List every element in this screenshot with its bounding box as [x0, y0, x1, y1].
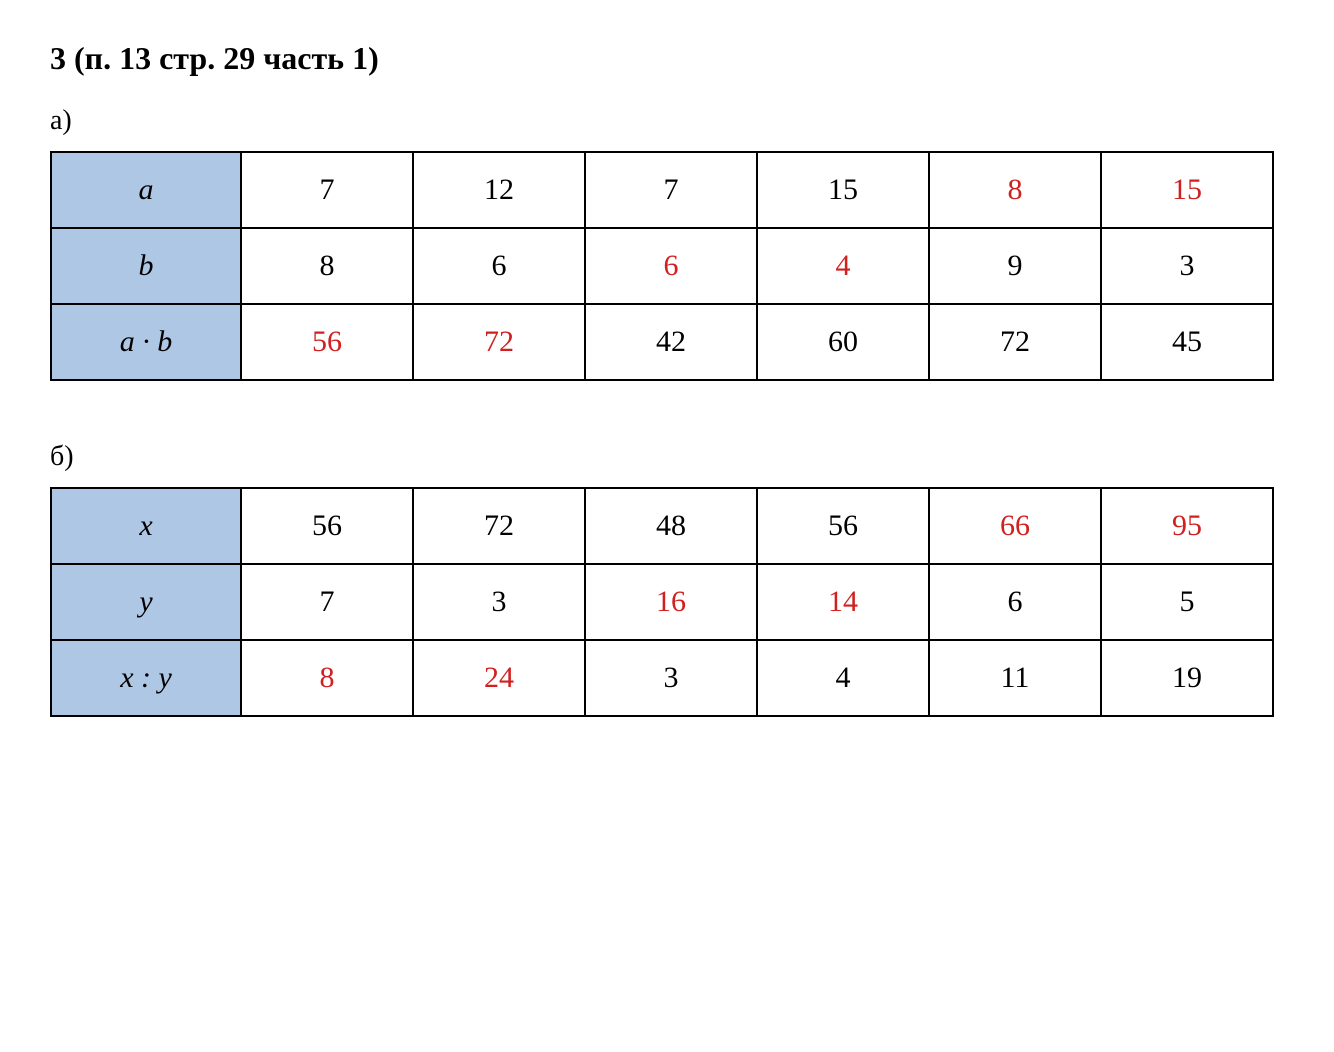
cell-value: 42	[656, 325, 686, 358]
row-header-label: a · b	[120, 325, 173, 358]
cell-value: 19	[1172, 661, 1202, 694]
row-header-label: a	[139, 173, 154, 206]
cell-value: 72	[484, 325, 514, 358]
cell-value: 56	[828, 509, 858, 542]
cell-value: 60	[828, 325, 858, 358]
cell: 9	[929, 228, 1101, 304]
cell: 95	[1101, 488, 1273, 564]
row-header-a: a	[51, 152, 241, 228]
page-title: 3 (п. 13 стр. 29 часть 1)	[50, 40, 1284, 77]
cell: 16	[585, 564, 757, 640]
cell-value: 5	[1180, 585, 1195, 618]
cell: 4	[757, 228, 929, 304]
cell: 14	[757, 564, 929, 640]
cell-value: 45	[1172, 325, 1202, 358]
cell: 3	[1101, 228, 1273, 304]
cell: 66	[929, 488, 1101, 564]
cell-value: 24	[484, 661, 514, 694]
cell: 15	[757, 152, 929, 228]
cell-value: 15	[828, 173, 858, 206]
cell: 45	[1101, 304, 1273, 380]
cell: 60	[757, 304, 929, 380]
cell-value: 6	[492, 249, 507, 282]
cell-value: 7	[320, 585, 335, 618]
cell-value: 48	[656, 509, 686, 542]
cell: 19	[1101, 640, 1273, 716]
cell-value: 72	[484, 509, 514, 542]
cell: 7	[241, 564, 413, 640]
cell: 8	[929, 152, 1101, 228]
cell-value: 66	[1000, 509, 1030, 542]
cell-value: 7	[664, 173, 679, 206]
cell-value: 72	[1000, 325, 1030, 358]
cell-value: 56	[312, 325, 342, 358]
section-a-label: а)	[50, 105, 1284, 137]
row-header-y: y	[51, 564, 241, 640]
cell: 6	[929, 564, 1101, 640]
cell: 8	[241, 640, 413, 716]
cell: 6	[413, 228, 585, 304]
cell-value: 8	[320, 661, 335, 694]
cell-value: 3	[492, 585, 507, 618]
cell-value: 6	[1008, 585, 1023, 618]
cell: 56	[757, 488, 929, 564]
cell: 5	[1101, 564, 1273, 640]
cell: 42	[585, 304, 757, 380]
cell: 3	[585, 640, 757, 716]
cell: 15	[1101, 152, 1273, 228]
cell: 3	[413, 564, 585, 640]
cell-value: 7	[320, 173, 335, 206]
row-header-ab: a · b	[51, 304, 241, 380]
cell-value: 12	[484, 173, 514, 206]
table-b: x 56 72 48 56 66 95 y 7 3 16 14 6 5 x : …	[50, 487, 1274, 717]
cell-value: 3	[664, 661, 679, 694]
cell-value: 8	[1008, 173, 1023, 206]
cell-value: 3	[1180, 249, 1195, 282]
table-row: x : y 8 24 3 4 11 19	[51, 640, 1273, 716]
cell: 6	[585, 228, 757, 304]
row-header-b: b	[51, 228, 241, 304]
cell-value: 14	[828, 585, 858, 618]
table-row: b 8 6 6 4 9 3	[51, 228, 1273, 304]
table-a: a 7 12 7 15 8 15 b 8 6 6 4 9 3 a · b 56 …	[50, 151, 1274, 381]
cell: 72	[929, 304, 1101, 380]
row-header-label: b	[139, 249, 154, 282]
cell-value: 6	[664, 249, 679, 282]
cell: 8	[241, 228, 413, 304]
row-header-x: x	[51, 488, 241, 564]
cell-value: 95	[1172, 509, 1202, 542]
row-header-label: y	[139, 585, 152, 618]
table-row: x 56 72 48 56 66 95	[51, 488, 1273, 564]
row-header-label: x	[139, 509, 152, 542]
cell-value: 9	[1008, 249, 1023, 282]
cell-value: 4	[836, 249, 851, 282]
cell-value: 8	[320, 249, 335, 282]
section-b-label: б)	[50, 441, 1284, 473]
cell-value: 16	[656, 585, 686, 618]
cell: 56	[241, 304, 413, 380]
cell-value: 11	[1001, 661, 1030, 694]
cell: 48	[585, 488, 757, 564]
table-row: a · b 56 72 42 60 72 45	[51, 304, 1273, 380]
cell: 4	[757, 640, 929, 716]
cell: 7	[241, 152, 413, 228]
table-row: a 7 12 7 15 8 15	[51, 152, 1273, 228]
cell: 11	[929, 640, 1101, 716]
cell: 12	[413, 152, 585, 228]
cell: 72	[413, 304, 585, 380]
cell-value: 4	[836, 661, 851, 694]
cell: 7	[585, 152, 757, 228]
cell-value: 15	[1172, 173, 1202, 206]
row-header-label: x : y	[120, 661, 172, 694]
row-header-xy: x : y	[51, 640, 241, 716]
cell: 72	[413, 488, 585, 564]
cell-value: 56	[312, 509, 342, 542]
table-row: y 7 3 16 14 6 5	[51, 564, 1273, 640]
cell: 56	[241, 488, 413, 564]
cell: 24	[413, 640, 585, 716]
